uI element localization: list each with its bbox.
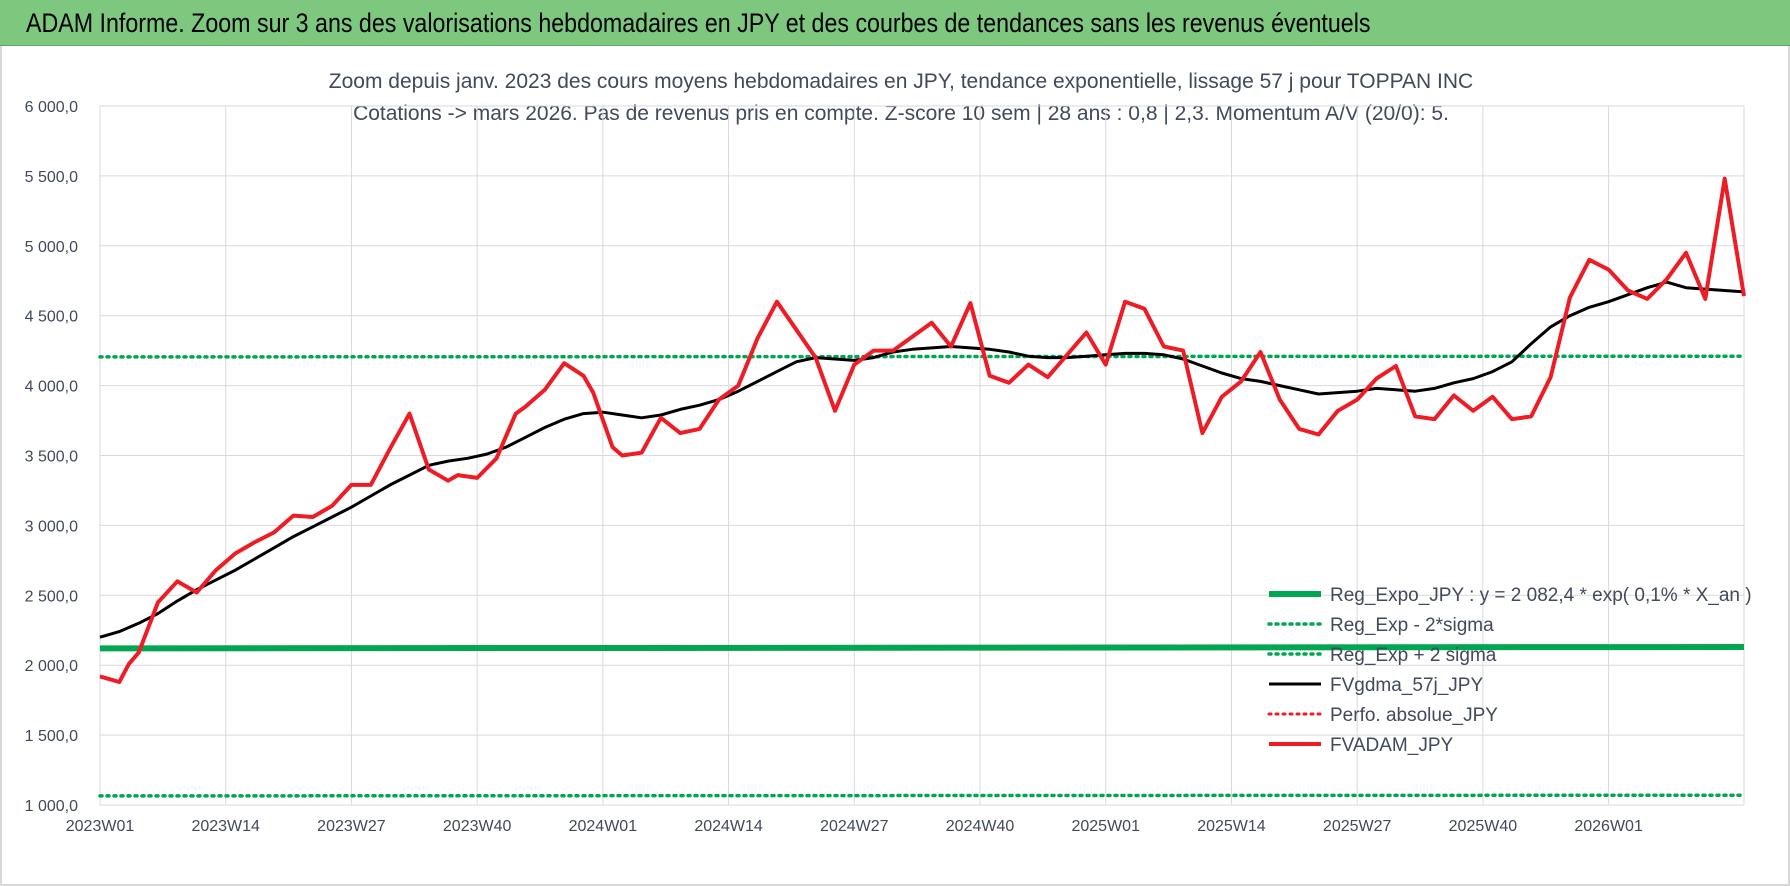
y-tick-label: 5 000,0 (25, 239, 78, 256)
y-tick-label: 2 000,0 (25, 658, 78, 675)
reg-exp-minus-2sigma-line (98, 793, 1746, 798)
legend-label: Reg_Exp - 2*sigma (1330, 615, 1494, 636)
chart-gridlines (99, 105, 1745, 806)
y-tick-label: 1 500,0 (25, 728, 78, 745)
x-tick-label: 2025W40 (1449, 818, 1518, 835)
y-tick-label: 6 000,0 (25, 99, 78, 116)
y-tick-label: 5 500,0 (25, 169, 78, 186)
reg-expo-line (99, 644, 1745, 652)
y-axis-tick-labels: 1 000,0 1 500,0 2 000,0 2 500,0 3 000,0 3 500… (25, 99, 78, 815)
x-tick-label: 2024W27 (820, 818, 889, 835)
y-tick-label: 3 000,0 (25, 518, 78, 535)
y-tick-label: 2 500,0 (25, 588, 78, 605)
chart-legend: Reg_Expo_JPY : y = 2 082,4 * exp( 0,1% *… (1267, 585, 1752, 756)
chart-title-line-2: Cotations -> mars 2026. Pas de revenus p… (353, 102, 1449, 125)
chart-series-lines (98, 176, 1746, 798)
x-tick-label: 2023W40 (443, 818, 512, 835)
line-chart: Zoom depuis janv. 2023 des cours moyens … (25, 70, 1752, 835)
y-tick-label: 4 000,0 (25, 379, 78, 396)
y-tick-label: 1 000,0 (25, 798, 78, 815)
x-tick-label: 2024W40 (946, 818, 1015, 835)
reg-exp-plus-2sigma-line (98, 354, 1746, 359)
x-tick-label: 2025W01 (1071, 818, 1140, 835)
legend-label: Perfo. absolue_JPY (1330, 705, 1498, 726)
y-tick-label: 4 500,0 (25, 309, 78, 326)
x-tick-label: 2026W01 (1574, 818, 1643, 835)
x-tick-label: 2025W14 (1197, 818, 1266, 835)
x-tick-label: 2023W01 (66, 818, 135, 835)
y-tick-label: 3 500,0 (25, 449, 78, 466)
x-tick-label: 2025W27 (1323, 818, 1392, 835)
legend-label: Reg_Expo_JPY : y = 2 082,4 * exp( 0,1% *… (1330, 585, 1752, 606)
report-banner: ADAM Informe. Zoom sur 3 ans des valoris… (0, 0, 1790, 46)
x-tick-label: 2024W01 (569, 818, 638, 835)
legend-label: Reg_Exp + 2 sigma (1330, 645, 1497, 666)
report-banner-title: ADAM Informe. Zoom sur 3 ans des valoris… (26, 8, 1371, 38)
x-axis-tick-labels: 2023W01 2023W14 2023W27 2023W40 2024W01 2024W… (66, 818, 1643, 835)
chart-title-line-1: Zoom depuis janv. 2023 des cours moyens … (329, 70, 1473, 93)
chart-frame: Zoom depuis janv. 2023 des cours moyens … (0, 46, 1790, 886)
x-tick-label: 2023W14 (191, 818, 260, 835)
fvgdma-57j-line (99, 280, 1745, 639)
fvadam-line (99, 176, 1746, 684)
x-tick-label: 2023W27 (317, 818, 386, 835)
x-tick-label: 2024W14 (694, 818, 763, 835)
legend-label: FVADAM_JPY (1330, 735, 1454, 756)
legend-label: FVgdma_57j_JPY (1330, 675, 1483, 696)
